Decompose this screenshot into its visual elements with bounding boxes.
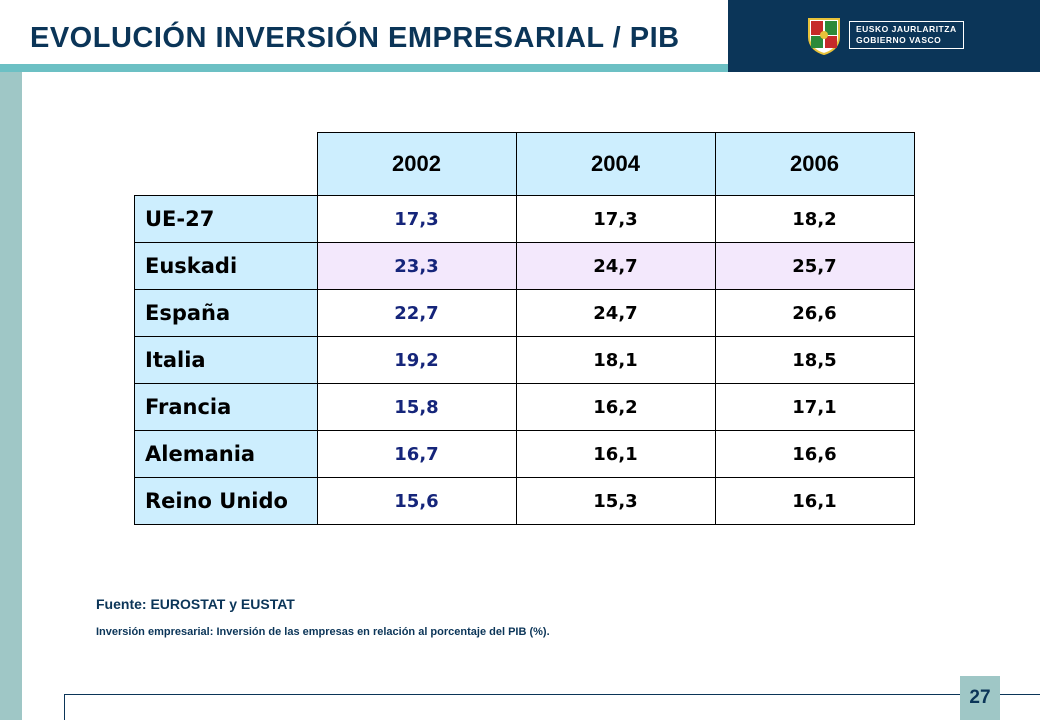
table-cell: 16,7: [316, 430, 517, 478]
page-title: EVOLUCIÓN INVERSIÓN EMPRESARIAL / PIB: [30, 22, 680, 54]
left-sidebar-stripe: [0, 72, 22, 720]
column-header-2002: 2002: [316, 132, 517, 196]
table-cell: 17,3: [515, 195, 716, 243]
logo-line-2: GOBIERNO VASCO: [856, 35, 942, 45]
table-cell: 18,5: [714, 336, 915, 384]
table-cell: 24,7: [515, 242, 716, 290]
table-cell: 16,2: [515, 383, 716, 431]
table-row: Francia 15,8 16,2 17,1: [134, 383, 915, 431]
table-cell: 19,2: [316, 336, 517, 384]
footer-divider: [64, 694, 1040, 695]
logo-wordmark: EUSKO JAURLARITZA GOBIERNO VASCO: [849, 21, 964, 49]
row-label: UE-27: [134, 195, 318, 243]
table-cell: 15,3: [515, 477, 716, 525]
column-header-2006: 2006: [714, 132, 915, 196]
table-cell: 16,1: [515, 430, 716, 478]
investment-table: 2002 2004 2006 UE-27 17,3 17,3 18,2 Eusk…: [134, 132, 915, 525]
page-number: 27: [960, 676, 1000, 720]
table-cell: 26,6: [714, 289, 915, 337]
government-logo: EUSKO JAURLARITZA GOBIERNO VASCO: [805, 16, 964, 55]
title-accent-bar: [0, 64, 728, 72]
row-label: Italia: [134, 336, 318, 384]
row-label: Euskadi: [134, 242, 318, 290]
table-cell: 18,2: [714, 195, 915, 243]
title-panel: [0, 0, 728, 64]
table-cell: 17,1: [714, 383, 915, 431]
footer-divider-tick: [64, 694, 65, 720]
row-label: Francia: [134, 383, 318, 431]
row-label: Reino Unido: [134, 477, 318, 525]
definition-note: Inversión empresarial: Inversión de las …: [96, 626, 550, 638]
table-cell: 16,1: [714, 477, 915, 525]
table-cell: 25,7: [714, 242, 915, 290]
row-label: España: [134, 289, 318, 337]
table-row: Alemania 16,7 16,1 16,6: [134, 430, 915, 478]
table-row: España 22,7 24,7 26,6: [134, 289, 915, 337]
column-header-2004: 2004: [515, 132, 716, 196]
table-corner: [134, 132, 318, 196]
table-cell: 15,6: [316, 477, 517, 525]
source-citation: Fuente: EUROSTAT y EUSTAT: [96, 596, 295, 612]
table-row-highlighted: Euskadi 23,3 24,7 25,7: [134, 242, 915, 290]
table-cell: 16,6: [714, 430, 915, 478]
table-cell: 24,7: [515, 289, 716, 337]
table-cell: 23,3: [316, 242, 517, 290]
table-cell: 17,3: [316, 195, 517, 243]
table-row: UE-27 17,3 17,3 18,2: [134, 195, 915, 243]
table-cell: 15,8: [316, 383, 517, 431]
logo-line-1: EUSKO JAURLARITZA: [856, 24, 957, 34]
table-row: Italia 19,2 18,1 18,5: [134, 336, 915, 384]
coat-of-arms-icon: [808, 18, 840, 55]
row-label: Alemania: [134, 430, 318, 478]
table-cell: 18,1: [515, 336, 716, 384]
table-row: Reino Unido 15,6 15,3 16,1: [134, 477, 915, 525]
table-header-row: 2002 2004 2006: [134, 132, 915, 196]
table-cell: 22,7: [316, 289, 517, 337]
